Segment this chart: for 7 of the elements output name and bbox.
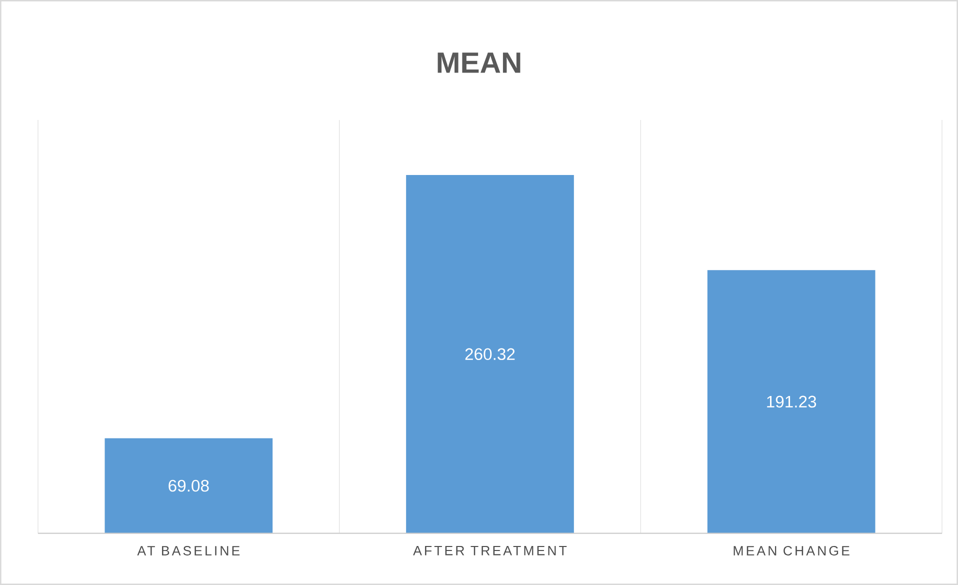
data-label: 69.08 bbox=[168, 480, 209, 492]
x-tick-label: AT BASELINE bbox=[137, 546, 240, 556]
x-tick-label: MEAN CHANGE bbox=[734, 546, 850, 556]
data-label: 260.32 bbox=[465, 348, 515, 360]
data-label: 191.23 bbox=[767, 396, 816, 408]
chart-title: MEAN bbox=[438, 52, 520, 73]
x-tick-label: AFTER TREATMENT bbox=[413, 546, 567, 556]
